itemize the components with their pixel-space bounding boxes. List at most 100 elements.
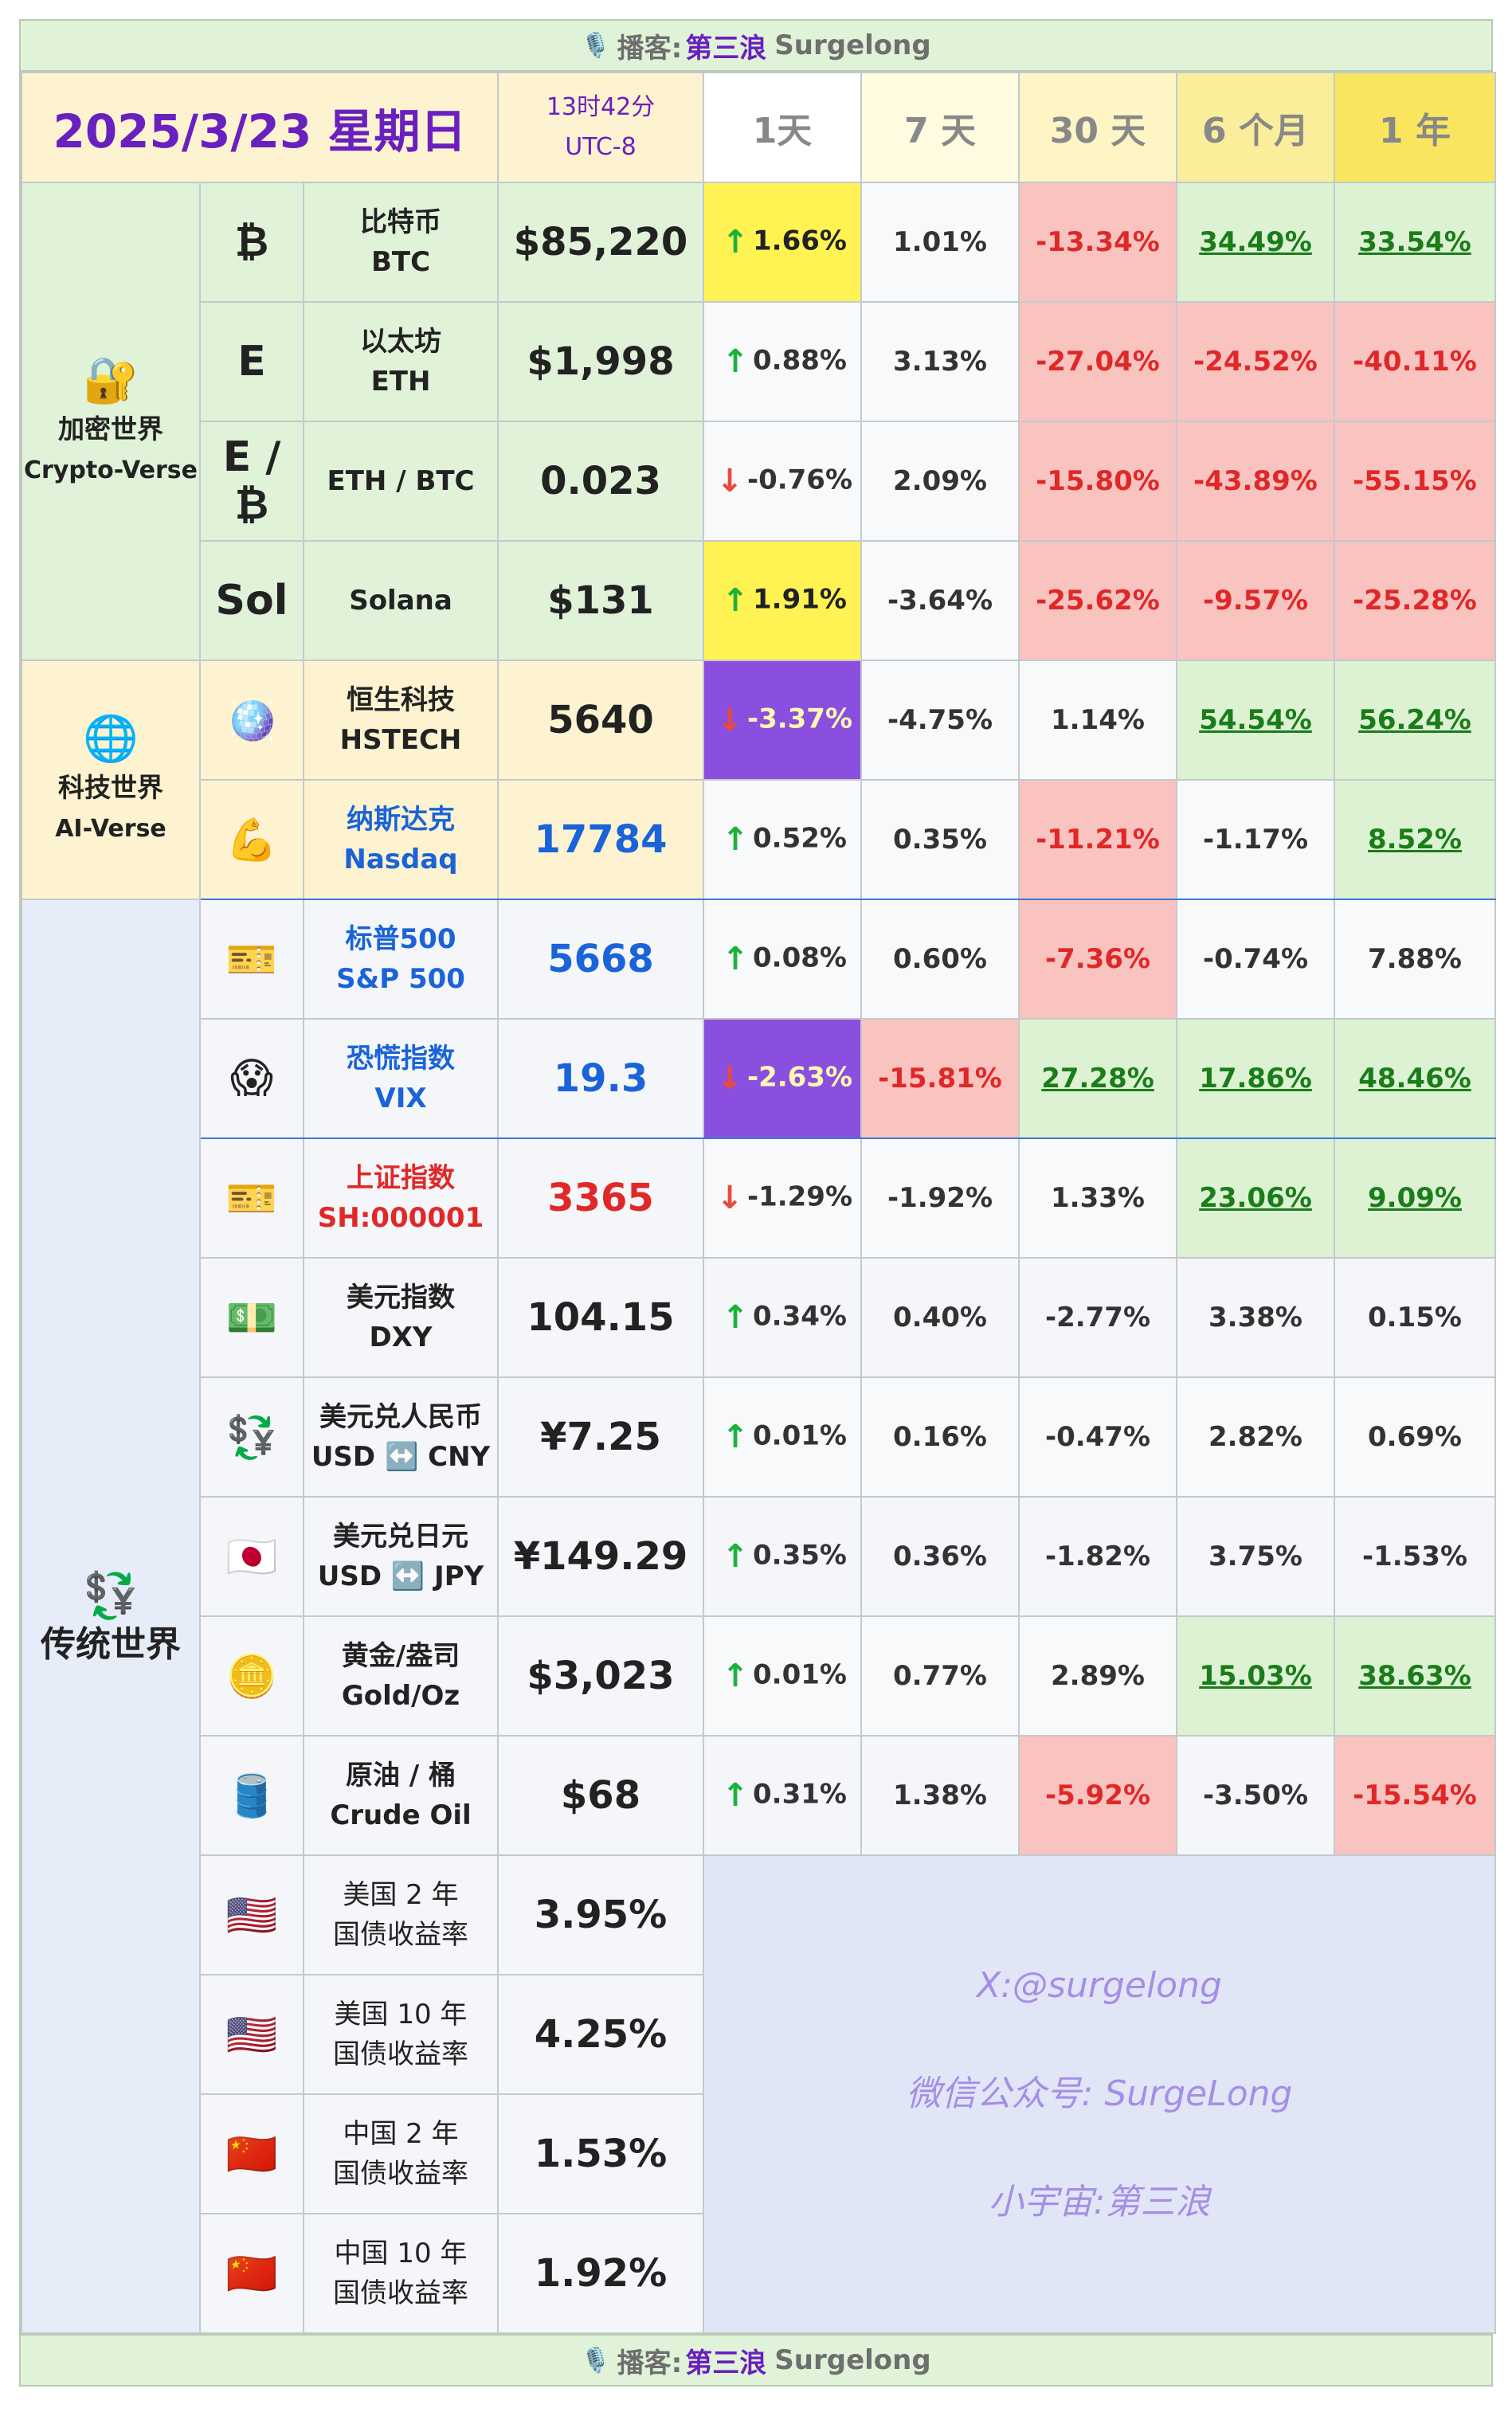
- market-dashboard: 🎙️ 播客: 第三浪 Surgelong 2025/3/23 星期日 13时42…: [19, 19, 1496, 2387]
- microphone-icon: 🎙️: [581, 31, 611, 60]
- arrow-up-icon: ↑: [722, 343, 749, 380]
- change-d7: 0.16%: [860, 1376, 1020, 1498]
- asset-icon-glyph: 🇯🇵: [225, 1533, 278, 1581]
- change-y1: -1.53%: [1334, 1496, 1496, 1617]
- change-y1: 56.24%: [1334, 660, 1496, 781]
- asset-name-en: Nasdaq: [343, 844, 458, 875]
- change-d30: 1.33%: [1018, 1137, 1177, 1259]
- asset-value: ¥7.25: [497, 1376, 704, 1498]
- asset-icon: 🎫: [199, 899, 304, 1020]
- change-y1: 38.63%: [1334, 1615, 1496, 1737]
- bond-name-line1: 中国 10 年: [334, 2238, 468, 2269]
- asset-name-en: Solana: [349, 585, 452, 617]
- bond-name-line2: 国债收益率: [333, 2277, 468, 2309]
- change-y1: -40.11%: [1334, 301, 1496, 422]
- change-d7: 0.40%: [860, 1257, 1020, 1378]
- bond-name-line2: 国债收益率: [333, 2038, 468, 2070]
- change-m6: 15.03%: [1176, 1615, 1335, 1737]
- arrow-up-icon: ↑: [722, 1658, 749, 1694]
- category-tech: 🌐 科技世界 AI-Verse: [21, 660, 201, 900]
- change-m6: 17.86%: [1176, 1018, 1335, 1139]
- market-table: 2025/3/23 星期日 13时42分 UTC-8 1天 7 天 30 天 6 …: [21, 72, 1496, 2334]
- change-d1: ↓ -3.37%: [703, 660, 862, 781]
- asset-name-en: Gold/Oz: [341, 1680, 460, 1712]
- bond-row: 🇺🇸 美国 2 年国债收益率 3.95% X:@surgelong 微信公众号: Sur…: [22, 1854, 1496, 2334]
- host-en: Surgelong: [774, 29, 931, 61]
- change-d30: -27.04%: [1018, 301, 1177, 422]
- asset-icon-glyph: 🎫: [225, 935, 278, 984]
- change-d30: -1.82%: [1018, 1496, 1177, 1617]
- asset-name-cn: 恐慌指数: [347, 1043, 455, 1075]
- change-d7: 0.60%: [860, 899, 1020, 1020]
- change-d7: -15.81%: [860, 1018, 1020, 1139]
- asset-name-cn: 纳斯达克: [347, 804, 455, 836]
- arrow-down-icon: ↓: [716, 463, 743, 499]
- asset-icon: E / ₿: [199, 421, 304, 542]
- flag-icon: 🇨🇳: [199, 2093, 304, 2214]
- asset-name-en: HSTECH: [339, 724, 462, 756]
- change-1d-value: 0.01%: [753, 1658, 847, 1691]
- change-1d-value: -1.29%: [746, 1181, 853, 1213]
- table-body: 🔐 加密世界 Crypto-Verse ₿ 比特币 BTC $85,220 ↑ 1.66% 1.0…: [21, 182, 1496, 2334]
- change-m6: 2.82%: [1176, 1376, 1335, 1498]
- asset-name-en: SH:000001: [317, 1202, 484, 1234]
- asset-name-cn: 以太坊: [360, 326, 441, 358]
- asset-name-en: Crude Oil: [330, 1799, 472, 1831]
- asset-name-cn: 原油 / 桶: [345, 1760, 456, 1791]
- change-d30: 2.89%: [1018, 1615, 1177, 1737]
- change-y1: 7.88%: [1334, 899, 1496, 1020]
- flag-icon-glyph: 🇺🇸: [225, 2011, 278, 2059]
- change-d7: 0.35%: [860, 779, 1020, 900]
- change-d1: ↑ 1.66%: [703, 182, 862, 303]
- table-row: 💵 美元指数 DXY 104.15 ↑ 0.34% 0.40% -2.77% 3.38% 0.15…: [22, 1257, 1496, 1378]
- table-row: 🛢️ 原油 / 桶 Crude Oil $68 ↑ 0.31% 1.38% -5.92% -3.…: [22, 1735, 1496, 1856]
- change-m6: -24.52%: [1176, 301, 1335, 422]
- change-d7: -1.92%: [860, 1137, 1020, 1259]
- flag-icon-glyph: 🇨🇳: [225, 2130, 278, 2179]
- asset-icon: ₿: [199, 182, 304, 303]
- arrow-down-icon: ↓: [716, 702, 743, 738]
- bond-yield: 1.92%: [497, 2213, 704, 2334]
- flag-icon-glyph: 🇺🇸: [225, 1891, 278, 1940]
- change-d7: -3.64%: [860, 540, 1020, 661]
- asset-name-cn: 上证指数: [347, 1162, 455, 1194]
- asset-icon-glyph: Sol: [215, 577, 288, 625]
- asset-icon-glyph: 🪙: [225, 1652, 278, 1701]
- microphone-icon: 🎙️: [581, 2346, 611, 2375]
- arrow-up-icon: ↑: [722, 1419, 749, 1455]
- change-y1: 0.69%: [1334, 1376, 1496, 1498]
- watermark-universe: 小宇宙:第三浪: [988, 2182, 1211, 2222]
- change-d7: 1.01%: [860, 182, 1020, 303]
- category-tech-en: AI-Verse: [55, 815, 166, 843]
- asset-name-en: USD ↔️ CNY: [311, 1441, 491, 1473]
- change-d7: -4.75%: [860, 660, 1020, 781]
- change-d1: ↓ -1.29%: [703, 1137, 862, 1259]
- flag-icon-glyph: 🇨🇳: [225, 2250, 278, 2298]
- asset-icon-glyph: E / ₿: [222, 433, 281, 529]
- change-d30: -15.80%: [1018, 421, 1177, 542]
- change-y1: 48.46%: [1334, 1018, 1496, 1139]
- change-d30: -0.47%: [1018, 1376, 1177, 1498]
- change-d1: ↑ 0.34%: [703, 1257, 862, 1378]
- watermark-x: X:@surgelong: [977, 1965, 1222, 2006]
- asset-value: $1,998: [497, 301, 704, 422]
- arrow-down-icon: ↓: [716, 1060, 743, 1097]
- asset-icon: E: [199, 301, 304, 422]
- asset-value: 19.3: [497, 1018, 704, 1139]
- asset-name: 标普500 S&P 500: [303, 899, 499, 1020]
- change-d7: 1.38%: [860, 1735, 1020, 1856]
- change-1d-value: 0.31%: [753, 1778, 847, 1811]
- change-m6: 23.06%: [1176, 1137, 1335, 1259]
- change-d30: -2.77%: [1018, 1257, 1177, 1378]
- table-row: 😱 恐慌指数 VIX 19.3 ↓ -2.63% -15.81% 27.28% 17.86% 48…: [22, 1018, 1496, 1139]
- change-m6: -0.74%: [1176, 899, 1335, 1020]
- asset-value: 104.15: [497, 1257, 704, 1378]
- asset-name-cn: 美元指数: [347, 1282, 455, 1314]
- change-1d-value: 0.52%: [753, 822, 847, 855]
- asset-value: $131: [497, 540, 704, 661]
- change-d1: ↑ 0.31%: [703, 1735, 862, 1856]
- asset-icon-glyph: 🪩: [225, 696, 278, 745]
- date-header: 2025/3/23 星期日: [21, 72, 499, 183]
- change-d1: ↑ 0.35%: [703, 1496, 862, 1617]
- change-1d-value: 1.66%: [753, 225, 847, 257]
